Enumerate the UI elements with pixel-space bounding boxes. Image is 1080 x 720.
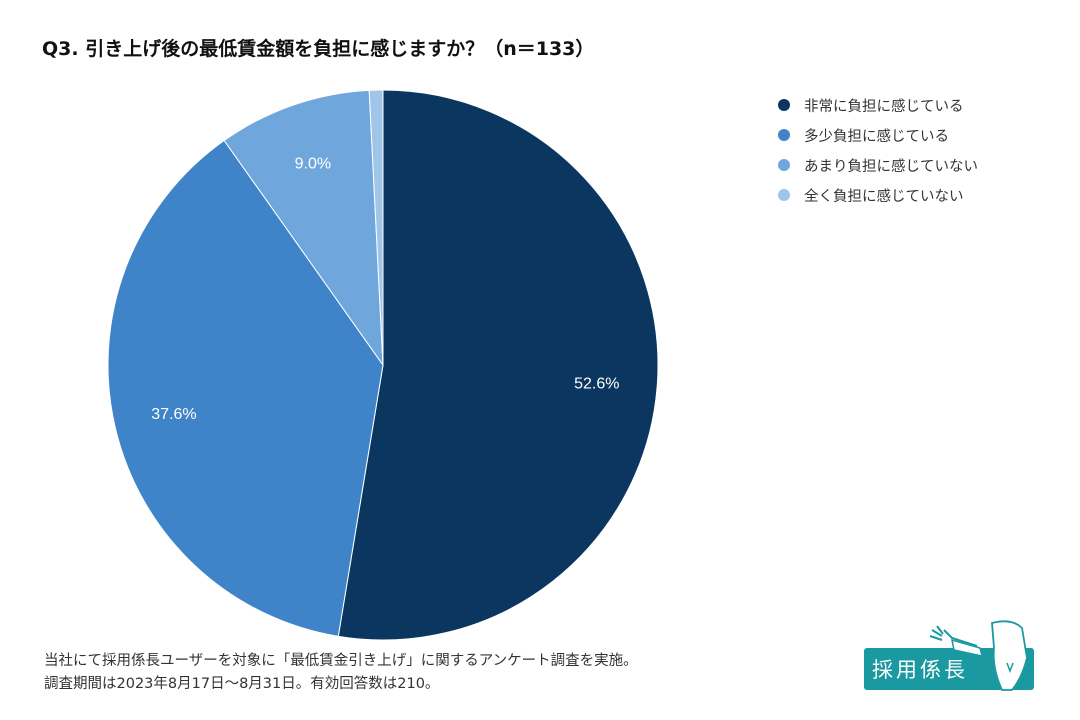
slice-label-0: 52.6% bbox=[574, 376, 619, 393]
footer-line-1: 当社にて採用係長ユーザーを対象に「最低賃金引き上げ」に関するアンケート調査を実施… bbox=[44, 653, 638, 669]
slice-label-1: 37.6% bbox=[151, 406, 196, 423]
logo-mascot-icon bbox=[864, 620, 1034, 691]
footer-note: 当社にて採用係長ユーザーを対象に「最低賃金引き上げ」に関するアンケート調査を実施… bbox=[44, 650, 638, 696]
legend-label: 多少負担に感じている bbox=[804, 128, 949, 145]
chart-title: Q3. 引き上げ後の最低賃金額を負担に感じますか？（n＝133） bbox=[42, 38, 595, 60]
company-logo: 採用係長 bbox=[862, 618, 1037, 694]
legend-label: あまり負担に感じていない bbox=[804, 158, 978, 175]
legend-label: 全く負担に感じていない bbox=[804, 188, 964, 205]
footer-line-2: 調査期間は2023年8月17日〜8月31日。有効回答数は210。 bbox=[44, 676, 440, 692]
pie-slice-3 bbox=[368, 89, 384, 366]
legend-item: あまり負担に感じていない bbox=[778, 150, 978, 180]
slice-label-2: 9.0% bbox=[295, 155, 331, 172]
pie-slice-0 bbox=[337, 89, 659, 641]
legend-item: 多少負担に感じている bbox=[778, 120, 978, 150]
pie-slice-1 bbox=[107, 139, 384, 637]
legend-item: 非常に負担に感じている bbox=[778, 90, 978, 120]
legend: 非常に負担に感じている 多少負担に感じているあまり負担に感じていない 全く負担に感じ… bbox=[778, 90, 978, 210]
legend-dot-icon bbox=[778, 159, 790, 171]
legend-dot-icon bbox=[778, 99, 790, 111]
legend-dot-icon bbox=[778, 189, 790, 201]
legend-dot-icon bbox=[778, 129, 790, 141]
logo-text: 採用係長 bbox=[872, 658, 968, 682]
legend-item: 全く負担に感じていない bbox=[778, 180, 978, 210]
pie-slice-2 bbox=[223, 89, 384, 367]
legend-label: 非常に負担に感じている bbox=[804, 98, 964, 115]
